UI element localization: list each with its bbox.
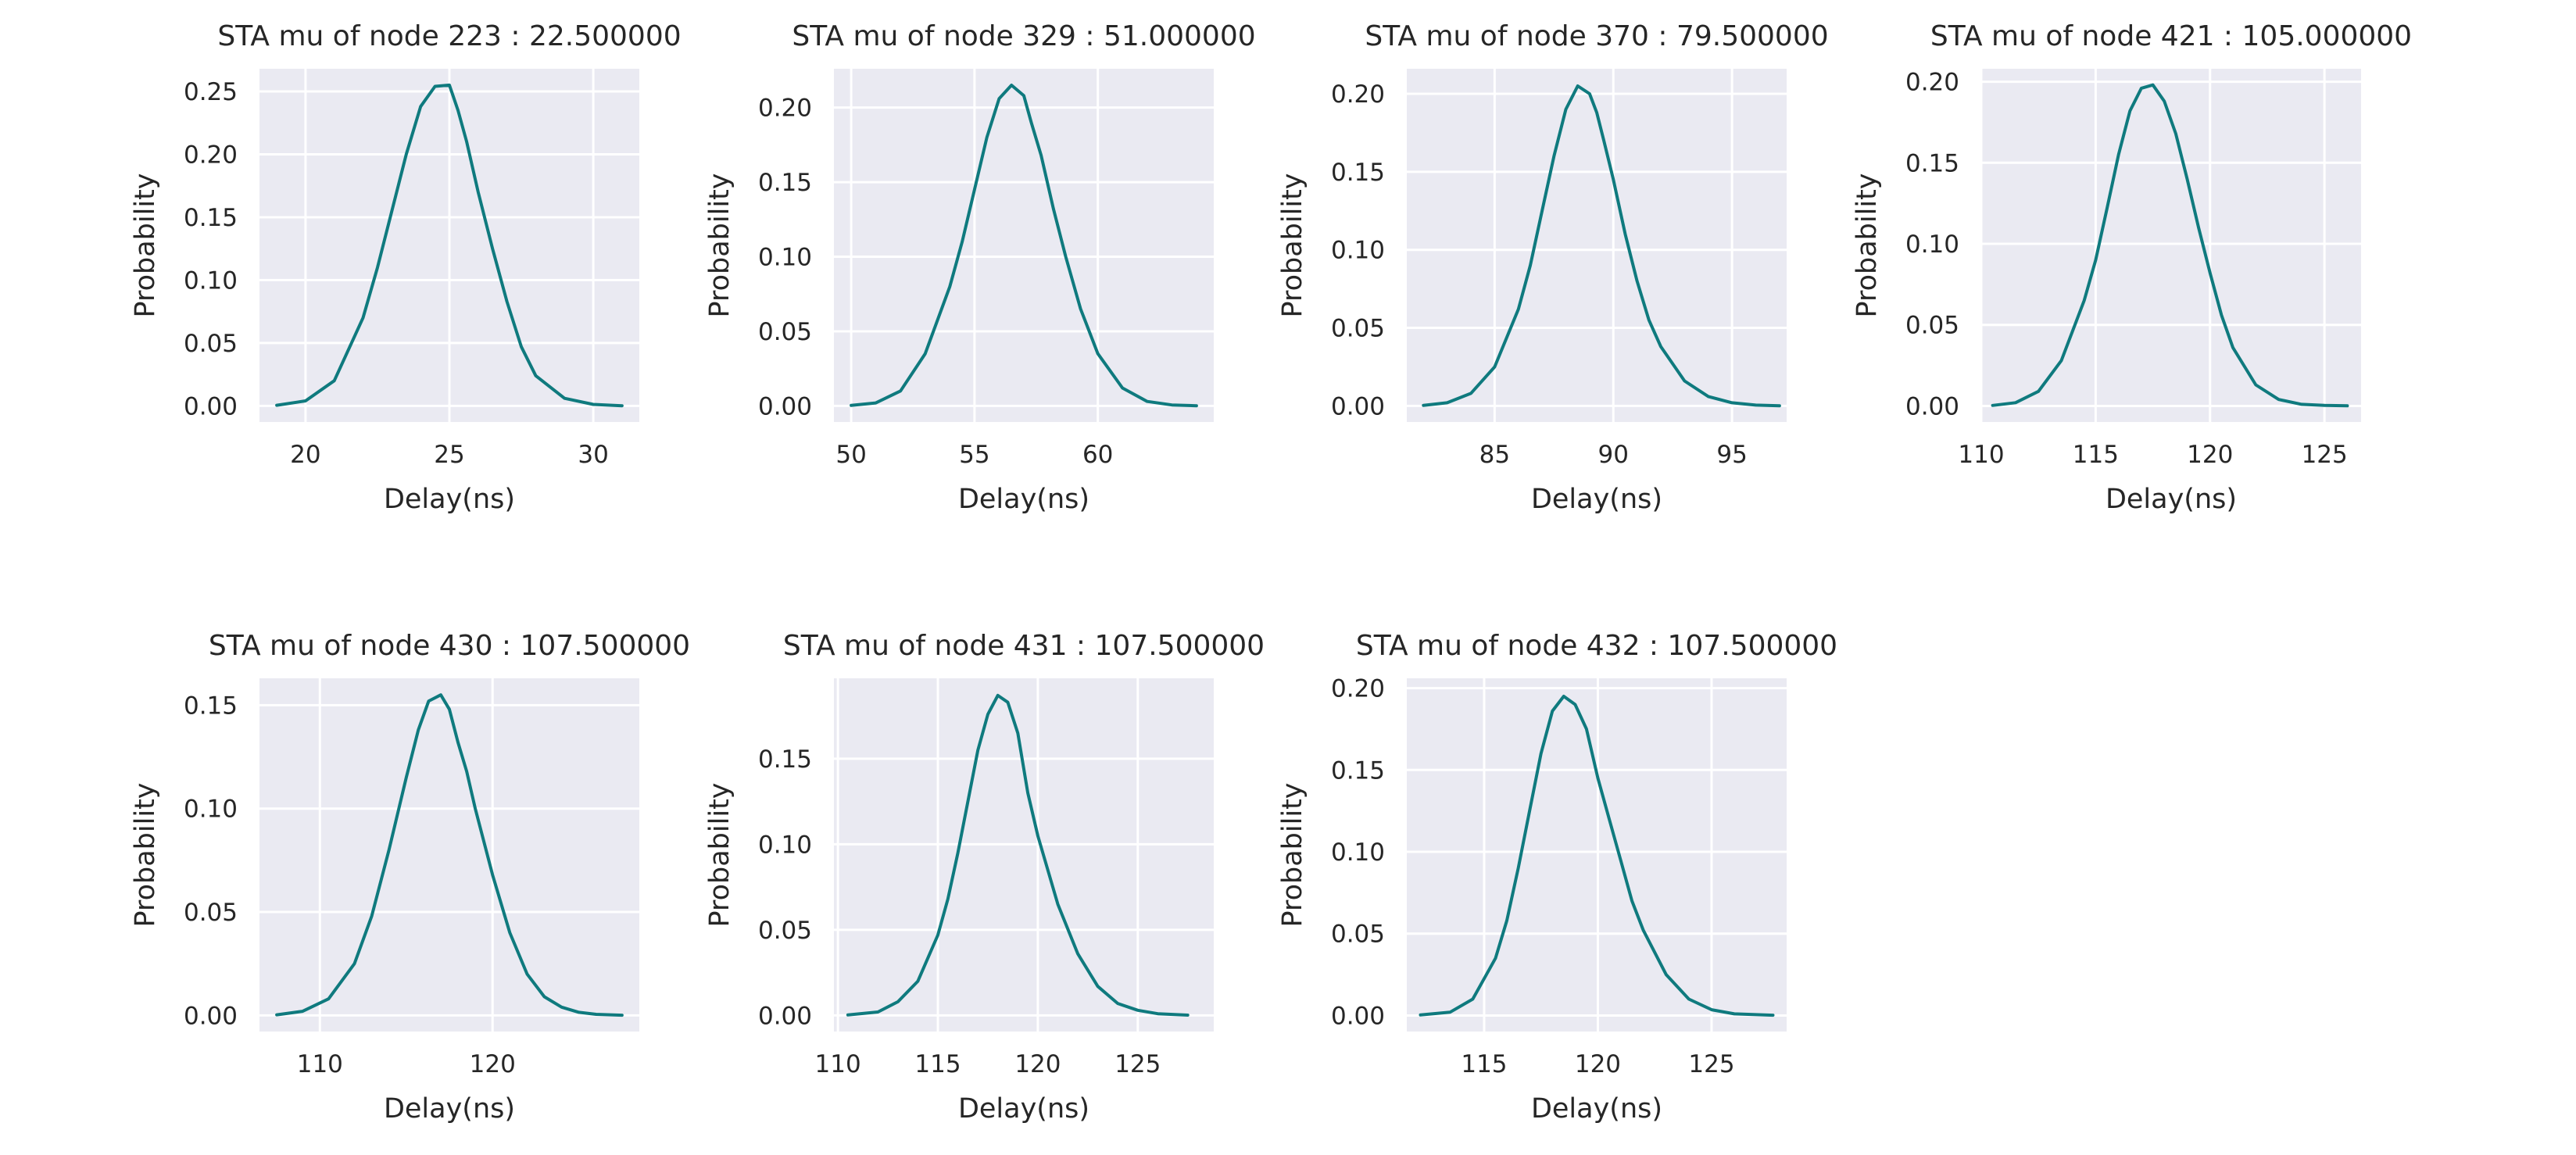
x-tick-label: 55 [959, 441, 989, 469]
pdf-curve [275, 693, 624, 1017]
x-tick-label: 95 [1716, 441, 1747, 469]
y-tick-label: 0.15 [758, 169, 812, 197]
pdf-curve [850, 84, 1198, 408]
pdf-curve [846, 693, 1190, 1017]
y-tick-label: 0.00 [1331, 392, 1385, 420]
y-tick-label: 0.20 [184, 141, 238, 169]
y-tick-label: 0.00 [184, 392, 238, 420]
x-tick-label: 110 [815, 1050, 861, 1078]
chart-panel: 20 25 30 0.00 0.05 0.10 0.15 0.20 0.25 STA mu of … [130, 20, 682, 515]
x-tick-label: 25 [434, 441, 464, 469]
plot-area [834, 678, 1214, 1032]
x-axis-label: Delay(ns) [1531, 1093, 1662, 1125]
y-tick-label: 0.05 [1905, 312, 1959, 340]
y-tick-label: 0.00 [758, 392, 812, 420]
y-tick-label: 0.15 [1331, 756, 1385, 785]
plot-area [259, 678, 639, 1032]
x-tick-label: 110 [297, 1050, 343, 1078]
y-tick-label: 0.05 [184, 899, 238, 927]
x-tick-label: 50 [835, 441, 866, 469]
chart-title: STA mu of node 431 : 107.500000 [783, 630, 1265, 662]
y-axis-label: Probability [704, 782, 735, 927]
chart-title: STA mu of node 430 : 107.500000 [209, 630, 690, 662]
plot-area [1981, 69, 2361, 422]
x-tick-label: 125 [2302, 441, 2348, 469]
x-tick-label: 115 [914, 1050, 961, 1078]
pdf-curve [275, 83, 624, 408]
y-tick-label: 0.00 [1905, 392, 1959, 420]
y-tick-label: 0.10 [184, 796, 238, 824]
y-tick-label: 0.15 [758, 746, 812, 774]
chart-panel: 110 115 120 125 0.00 0.05 0.10 0.15 STA mu of no… [704, 630, 1265, 1125]
y-axis-label: Probability [1852, 173, 1883, 317]
y-axis-label: Probability [130, 173, 161, 317]
y-tick-label: 0.25 [184, 78, 238, 106]
y-tick-label: 0.10 [758, 831, 812, 859]
chart-title: STA mu of node 223 : 22.500000 [217, 20, 681, 52]
y-tick-label: 0.05 [758, 917, 812, 945]
x-axis-label: Delay(ns) [958, 1093, 1089, 1125]
chart-panel: 110 115 120 125 0.00 0.05 0.10 0.15 0.20 STA mu o… [1852, 20, 2412, 515]
x-tick-label: 90 [1598, 441, 1629, 469]
x-tick-label: 30 [578, 441, 608, 469]
y-tick-label: 0.05 [1331, 315, 1385, 343]
y-axis-label: Probability [704, 173, 735, 317]
x-axis-label: Delay(ns) [384, 1093, 515, 1125]
y-tick-label: 0.10 [1331, 237, 1385, 265]
y-axis-label: Probability [1277, 782, 1308, 927]
x-tick-label: 120 [1575, 1050, 1621, 1078]
x-tick-label: 60 [1082, 441, 1113, 469]
x-axis-label: Delay(ns) [958, 484, 1089, 515]
pdf-curve [1991, 83, 2349, 408]
chart-title: STA mu of node 421 : 105.000000 [1930, 20, 2412, 52]
chart-title: STA mu of node 329 : 51.000000 [792, 20, 1255, 52]
y-tick-label: 0.00 [1331, 1002, 1385, 1030]
x-tick-label: 85 [1479, 441, 1510, 469]
y-tick-label: 0.10 [1331, 839, 1385, 867]
y-tick-label: 0.10 [758, 244, 812, 272]
chart-panel: 50 55 60 0.00 0.05 0.10 0.15 0.20 STA mu of node… [704, 20, 1256, 515]
x-tick-label: 125 [1688, 1050, 1734, 1078]
plot-area [834, 69, 1214, 422]
pdf-curve [1422, 84, 1781, 408]
y-tick-label: 0.15 [184, 204, 238, 232]
y-tick-label: 0.20 [1331, 675, 1385, 703]
chart-title: STA mu of node 370 : 79.500000 [1365, 20, 1828, 52]
y-tick-label: 0.20 [1905, 69, 1959, 97]
x-axis-label: Delay(ns) [2106, 484, 2237, 515]
y-tick-label: 0.15 [1905, 149, 1959, 177]
y-tick-label: 0.00 [184, 1002, 238, 1030]
pdf-curve [1419, 695, 1775, 1017]
x-tick-label: 120 [470, 1050, 516, 1078]
y-tick-label: 0.00 [758, 1002, 812, 1030]
y-tick-label: 0.05 [758, 318, 812, 346]
y-tick-label: 0.05 [1331, 921, 1385, 949]
x-tick-label: 120 [2187, 441, 2233, 469]
chart-panel: 85 90 95 0.00 0.05 0.10 0.15 0.20 STA mu of node… [1277, 20, 1829, 515]
y-axis-label: Probability [130, 782, 161, 927]
y-tick-label: 0.05 [184, 330, 238, 358]
chart-panel: 115 120 125 0.00 0.05 0.10 0.15 0.20 STA mu of n… [1277, 630, 1837, 1125]
x-tick-label: 115 [1461, 1050, 1507, 1078]
x-tick-label: 110 [1958, 441, 2004, 469]
plot-area [1407, 69, 1787, 422]
x-tick-label: 125 [1114, 1050, 1161, 1078]
y-tick-label: 0.10 [1905, 231, 1959, 259]
y-tick-label: 0.20 [758, 95, 812, 123]
y-tick-label: 0.15 [1331, 159, 1385, 187]
chart-panel: 110 120 0.00 0.05 0.10 0.15 STA mu of node 430… [130, 630, 690, 1125]
y-tick-label: 0.20 [1331, 80, 1385, 109]
y-tick-label: 0.10 [184, 266, 238, 295]
x-tick-label: 115 [2073, 441, 2119, 469]
x-axis-label: Delay(ns) [1531, 484, 1662, 515]
x-axis-label: Delay(ns) [384, 484, 515, 515]
chart-title: STA mu of node 432 : 107.500000 [1356, 630, 1837, 662]
y-axis-label: Probability [1277, 173, 1308, 317]
x-tick-label: 120 [1014, 1050, 1061, 1078]
x-tick-label: 20 [290, 441, 320, 469]
y-tick-label: 0.15 [184, 692, 238, 720]
